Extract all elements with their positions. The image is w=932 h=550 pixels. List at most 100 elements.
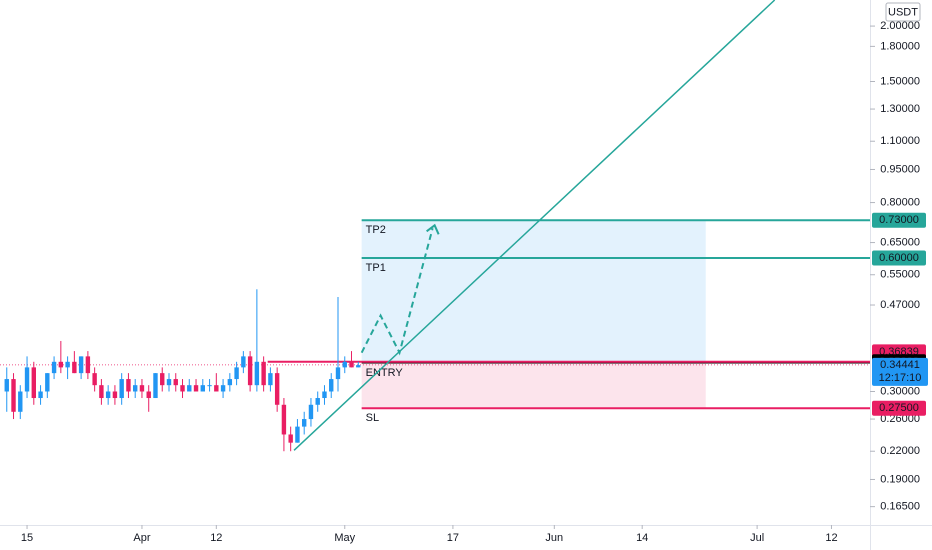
x-tick-label: Jun bbox=[545, 532, 563, 544]
candle-body bbox=[139, 385, 145, 392]
last-price-label: 0.34441 bbox=[880, 359, 920, 371]
candle-body bbox=[31, 367, 36, 399]
projection-path bbox=[360, 228, 434, 356]
x-tick-label: Apr bbox=[133, 532, 150, 544]
candle-body bbox=[24, 367, 30, 392]
y-tick-label: 0.26000 bbox=[880, 413, 920, 425]
candle-body bbox=[214, 385, 219, 392]
y-tick-label: 2.00000 bbox=[880, 20, 920, 32]
candle-body bbox=[65, 361, 70, 368]
trendline bbox=[293, 0, 776, 451]
y-tick-label: 0.30000 bbox=[880, 385, 920, 397]
candle-body bbox=[146, 391, 151, 399]
plot-area: ENTRY TP2 TP1 SL bbox=[0, 0, 870, 452]
level-price-label: 0.73000 bbox=[879, 214, 919, 226]
candle-body bbox=[92, 373, 97, 386]
level-price-label: 0.60000 bbox=[879, 252, 919, 264]
candle-body bbox=[241, 356, 246, 368]
currency-label: USDT bbox=[888, 6, 918, 18]
candle-body bbox=[173, 379, 178, 386]
candle-body bbox=[78, 356, 84, 374]
candle-body bbox=[51, 361, 57, 374]
y-tick-label: 1.10000 bbox=[880, 135, 920, 147]
candle-body bbox=[160, 373, 165, 386]
candle-body bbox=[38, 391, 43, 399]
level-price-box bbox=[872, 250, 926, 266]
candle-body bbox=[187, 385, 192, 392]
candle-body bbox=[288, 434, 293, 443]
candle-body bbox=[207, 385, 212, 387]
x-tick-label: 12 bbox=[825, 532, 837, 544]
candle-body bbox=[99, 385, 104, 399]
candle-body bbox=[126, 379, 131, 392]
candle-body bbox=[349, 361, 354, 368]
x-tick-label: Jul bbox=[750, 532, 764, 544]
level-price-box bbox=[872, 212, 926, 228]
y-tick-label: 0.55000 bbox=[880, 269, 920, 281]
level-name: TP2 bbox=[366, 224, 386, 236]
candle-body bbox=[247, 356, 253, 386]
candle-body bbox=[45, 373, 50, 392]
candle-body bbox=[268, 373, 273, 386]
candle-body bbox=[18, 391, 23, 412]
candle-body bbox=[356, 365, 361, 368]
candle-body bbox=[72, 361, 77, 374]
entry-label: ENTRY bbox=[366, 367, 404, 379]
candle-body bbox=[132, 385, 138, 392]
candle-body bbox=[11, 379, 16, 412]
candle-body bbox=[193, 385, 199, 392]
candle-body bbox=[315, 398, 320, 405]
candle-body bbox=[281, 404, 287, 435]
candle-body bbox=[254, 361, 260, 386]
y-tick-label: 1.30000 bbox=[880, 103, 920, 115]
loss-zone bbox=[361, 362, 706, 409]
y-tick-label: 1.50000 bbox=[880, 75, 920, 87]
last-price-countdown: 12:17:10 bbox=[879, 372, 922, 384]
level-price-box bbox=[872, 400, 926, 416]
axes: 2.00000 1.80000 1.50000 1.30000 1.10000 0.950… bbox=[21, 20, 928, 544]
candle-body bbox=[322, 391, 327, 399]
candle-body bbox=[234, 367, 239, 380]
candle-body bbox=[4, 379, 9, 392]
currency-badge[interactable] bbox=[885, 2, 921, 22]
x-tick-label: 15 bbox=[21, 532, 33, 544]
candle-body bbox=[261, 361, 266, 386]
y-tick-label: 0.47000 bbox=[880, 299, 920, 311]
profit-zone bbox=[361, 220, 706, 363]
candle-body bbox=[308, 404, 314, 420]
candle-body bbox=[335, 367, 341, 380]
candle-body bbox=[295, 426, 300, 443]
y-tick-label: 0.22000 bbox=[880, 445, 920, 457]
candle-body bbox=[227, 379, 233, 386]
x-tick-label: 12 bbox=[210, 532, 222, 544]
candle-body bbox=[200, 385, 205, 392]
candle-body bbox=[85, 356, 91, 374]
y-tick-label: 0.95000 bbox=[880, 163, 920, 175]
candle-body bbox=[58, 361, 64, 368]
y-tick-label: 0.16500 bbox=[880, 501, 920, 513]
candle-body bbox=[119, 379, 124, 399]
candle-body bbox=[105, 391, 111, 399]
candle-body bbox=[220, 385, 226, 392]
x-tick-label: 14 bbox=[636, 532, 648, 544]
candle-body bbox=[342, 361, 347, 368]
candle-body bbox=[112, 391, 118, 399]
candle-body bbox=[274, 373, 280, 405]
y-tick-label: 0.80000 bbox=[880, 196, 920, 208]
y-tick-label: 0.65000 bbox=[880, 236, 920, 248]
candle-body bbox=[166, 379, 172, 386]
last-price-box bbox=[872, 357, 928, 386]
candle-body bbox=[153, 373, 158, 399]
y-tick-label: 0.19000 bbox=[880, 473, 920, 485]
price-axis-panel bbox=[871, 0, 932, 550]
x-tick-label: May bbox=[334, 532, 355, 544]
level-name: SL bbox=[366, 412, 379, 424]
projection-arrowhead bbox=[426, 223, 440, 235]
candle-body bbox=[180, 385, 185, 392]
x-tick-label: 17 bbox=[447, 532, 459, 544]
y-tick-label: 1.80000 bbox=[880, 40, 920, 52]
candle-body bbox=[301, 419, 307, 427]
level-name: TP1 bbox=[366, 262, 386, 274]
candle-body bbox=[329, 379, 334, 392]
